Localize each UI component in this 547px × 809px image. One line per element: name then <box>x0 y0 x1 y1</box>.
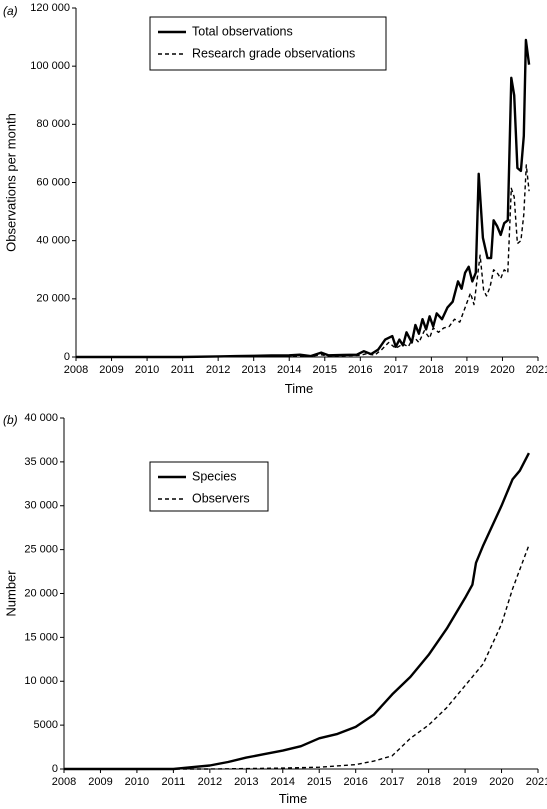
y-tick-label: 100 000 <box>30 60 70 72</box>
series-line-research-grade-observations <box>76 164 530 358</box>
series-line-observers <box>64 544 530 770</box>
y-tick-label: 15 000 <box>24 631 58 643</box>
x-tick-label: 2009 <box>88 776 112 788</box>
chart-panel-0: (a) 0 20 000 40 000 60 000 80 000 100 000 120 0… <box>3 2 547 396</box>
x-tick-label: 2019 <box>455 364 479 376</box>
legend: Total observations Research grade observa… <box>149 16 387 71</box>
y-tick-label: 5000 <box>34 719 58 731</box>
y-tick-label: 80 000 <box>36 118 70 130</box>
chart-panel-1: (b) 0 5000 10 000 15 000 20 000 25 000 30 000 35… <box>3 412 547 806</box>
series-line-species <box>64 452 530 771</box>
y-tick-label: 25 000 <box>24 544 58 556</box>
y-tick-label: 10 000 <box>24 675 58 687</box>
y-tick-label: 40 000 <box>36 235 70 247</box>
x-tick-label: 2015 <box>313 364 337 376</box>
legend-label: Research grade observations <box>192 46 355 60</box>
y-tick-label: 40 000 <box>24 412 58 424</box>
legend-label: Total observations <box>192 24 293 38</box>
panel-label: (a) <box>3 4 18 18</box>
x-axis-title: Time <box>285 381 313 396</box>
x-tick-label: 2009 <box>99 364 123 376</box>
x-tick-label: 2014 <box>277 364 301 376</box>
x-tick-label: 2018 <box>419 364 443 376</box>
x-tick-label: 2019 <box>453 776 477 788</box>
x-axis-title: Time <box>279 791 307 806</box>
x-tick-label: 2008 <box>52 776 76 788</box>
y-tick-label: 20 000 <box>24 587 58 599</box>
legend: Species Observers <box>149 461 269 512</box>
y-tick-label: 60 000 <box>36 176 70 188</box>
x-tick-label: 2010 <box>135 364 159 376</box>
y-tick-label: 30 000 <box>24 500 58 512</box>
x-tick-label: 2012 <box>198 776 222 788</box>
x-tick-label: 2011 <box>171 364 195 376</box>
legend-box <box>149 461 269 512</box>
x-tick-label: 2016 <box>343 776 367 788</box>
y-axis-title: Observations per month <box>3 113 18 252</box>
x-tick-label: 2017 <box>384 364 408 376</box>
x-tick-label: 2010 <box>125 776 149 788</box>
x-tick-label: 2020 <box>490 364 514 376</box>
x-tick-label: 2012 <box>206 364 230 376</box>
x-tick-label: 2008 <box>64 364 88 376</box>
x-tick-label: 2013 <box>234 776 258 788</box>
x-tick-label: 2016 <box>348 364 372 376</box>
x-tick-label: 2014 <box>271 776 295 788</box>
legend-label: Observers <box>192 491 250 505</box>
y-tick-label: 35 000 <box>24 456 58 468</box>
y-tick-label: 120 000 <box>30 2 70 14</box>
y-tick-label: 0 <box>52 763 58 775</box>
x-tick-label: 2013 <box>241 364 265 376</box>
legend-box <box>149 16 387 71</box>
panel-label: (b) <box>3 413 18 427</box>
x-tick-label: 2015 <box>307 776 331 788</box>
x-tick-label: 2017 <box>380 776 404 788</box>
x-tick-label: 2021 <box>526 776 547 788</box>
legend-label: Species <box>192 469 236 483</box>
x-tick-label: 2011 <box>162 776 186 788</box>
x-tick-label: 2018 <box>416 776 440 788</box>
series-line-total-observations <box>76 38 531 359</box>
y-axis-title: Number <box>3 570 18 617</box>
y-tick-label: 20 000 <box>36 293 70 305</box>
x-tick-label: 2021 <box>526 364 547 376</box>
x-tick-label: 2020 <box>489 776 513 788</box>
y-tick-label: 0 <box>64 351 70 363</box>
